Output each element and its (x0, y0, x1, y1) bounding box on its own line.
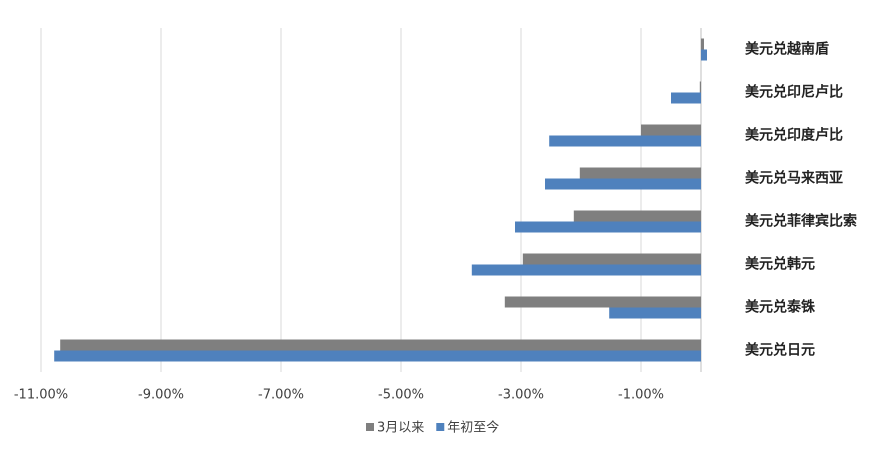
y-tick-label: 美元兑印尼卢比 (745, 84, 843, 101)
legend-swatch (366, 423, 374, 431)
bar (701, 49, 707, 61)
y-tick-label: 美元兑韩元 (745, 256, 815, 273)
bar (504, 296, 701, 308)
y-tick-label: 美元兑菲律宾比索 (745, 213, 857, 230)
bar (579, 167, 701, 179)
legend-label: 年初至今 (447, 420, 499, 436)
x-tick-label: -11.00% (14, 388, 68, 403)
bar (522, 253, 701, 265)
bar (549, 135, 701, 147)
bar (471, 264, 701, 276)
bar (60, 339, 701, 351)
bar (609, 307, 701, 319)
x-tick-label: -5.00% (378, 388, 424, 403)
bar (545, 178, 701, 190)
y-tick-label: 美元兑日元 (745, 342, 815, 359)
x-tick-label: -7.00% (258, 388, 304, 403)
bar (515, 221, 701, 233)
legend-swatch (436, 423, 445, 431)
bar (54, 350, 701, 362)
bar (671, 92, 701, 104)
x-tick-label: -9.00% (138, 388, 184, 403)
bar (641, 124, 701, 136)
y-tick-label: 美元兑印度卢比 (745, 127, 843, 144)
y-tick-label: 美元兑泰铢 (745, 299, 816, 316)
x-tick-label: -3.00% (498, 388, 544, 403)
y-tick-label: 美元兑越南盾 (745, 41, 829, 58)
bar (699, 81, 701, 93)
y-tick-label: 美元兑马来西亚 (745, 170, 843, 187)
bar (701, 38, 704, 50)
x-tick-label: -1.00% (618, 388, 664, 403)
legend-label: 3月以来 (377, 421, 424, 436)
bar (573, 210, 701, 222)
